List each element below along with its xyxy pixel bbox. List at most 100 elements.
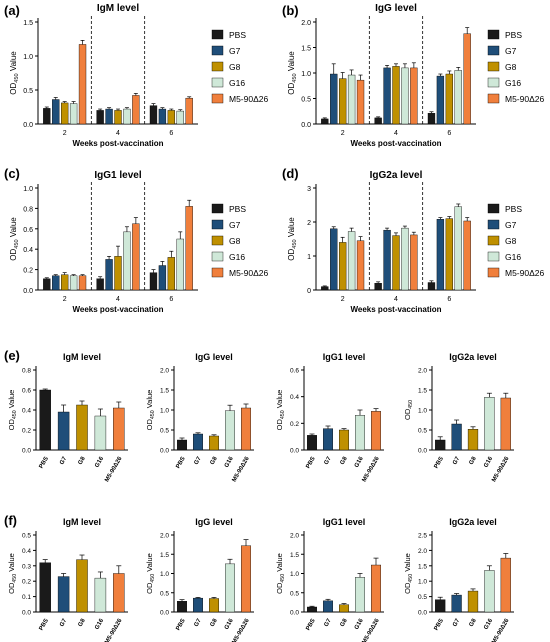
bar xyxy=(307,606,318,613)
bar xyxy=(96,110,104,125)
bar xyxy=(69,275,78,291)
bar xyxy=(57,576,70,613)
legend-label: PBS xyxy=(505,30,522,40)
legend-label: G7 xyxy=(505,46,517,56)
bar xyxy=(176,110,184,125)
y-axis-label: OD450 Value xyxy=(275,390,286,431)
y-tick-label: 0.0 xyxy=(23,288,33,295)
x-tick-label: G16 xyxy=(224,455,235,468)
bar xyxy=(39,389,51,451)
bar xyxy=(401,227,409,291)
y-tick-label: 0.5 xyxy=(160,428,169,435)
y-tick-label: 2.0 xyxy=(418,548,427,555)
x-tick-label: G16 xyxy=(94,617,105,630)
legend-swatch xyxy=(211,77,224,88)
bar xyxy=(323,600,334,613)
bar xyxy=(57,411,70,451)
bar xyxy=(123,108,131,125)
bar xyxy=(39,562,51,613)
y-tick-label: 1.5 xyxy=(301,46,311,53)
bar xyxy=(149,105,158,125)
bar xyxy=(224,563,235,613)
bar xyxy=(52,275,60,291)
bar xyxy=(454,206,462,291)
x-tick-label: G8 xyxy=(210,455,220,466)
y-tick-label: 1.5 xyxy=(418,563,427,570)
bar xyxy=(392,66,400,125)
panel-letter: (a) xyxy=(4,3,20,18)
bar xyxy=(435,439,446,451)
legend-swatch xyxy=(487,61,500,72)
bar xyxy=(185,97,193,125)
x-tick-label: 2 xyxy=(341,130,345,137)
legend-swatch xyxy=(211,251,224,262)
x-axis-label: Weeks post-vaccination xyxy=(73,139,164,148)
x-tick-label: 4 xyxy=(394,296,398,303)
y-tick-label: 0.4 xyxy=(23,247,33,254)
bar xyxy=(321,286,329,291)
chart-title: IgG level xyxy=(375,3,417,14)
bar xyxy=(105,259,113,291)
y-tick-label: 2 xyxy=(307,220,311,227)
bar xyxy=(355,415,366,451)
legend-swatch xyxy=(487,235,500,246)
y-tick-label: 0.2 xyxy=(22,579,31,586)
y-axis-label: OD450 Value xyxy=(7,390,18,431)
bar xyxy=(176,601,187,613)
y-tick-label: 1.0 xyxy=(301,71,311,78)
legend-label: M5-90Δ26 xyxy=(229,94,268,104)
chart-title: IgG1 level xyxy=(94,170,141,181)
legend-label: G7 xyxy=(229,46,241,56)
bar xyxy=(61,102,69,125)
bar xyxy=(374,117,382,125)
y-tick-label: 0.0 xyxy=(301,122,311,129)
y-tick-label: 0.0 xyxy=(418,610,427,617)
legend-label: G16 xyxy=(505,78,521,88)
bar xyxy=(463,220,471,291)
bar xyxy=(392,235,400,291)
bar xyxy=(132,95,140,125)
y-tick-label: 0.2 xyxy=(22,428,31,435)
bar xyxy=(401,67,409,125)
legend-label: M5-90Δ26 xyxy=(505,268,544,278)
bar xyxy=(113,573,125,613)
bar xyxy=(132,223,140,291)
x-tick-label: G7 xyxy=(452,455,462,466)
bar xyxy=(240,407,251,451)
y-tick-label: 1.0 xyxy=(418,579,427,586)
y-tick-label: 0.0 xyxy=(23,122,33,129)
panel-letter: (d) xyxy=(282,166,299,181)
x-axis-label: Weeks post-vaccination xyxy=(351,305,442,314)
y-tick-label: 1.0 xyxy=(290,571,299,578)
bar xyxy=(371,564,382,613)
x-tick-label: PBS xyxy=(175,618,186,632)
bar xyxy=(43,108,51,125)
x-tick-label: 2 xyxy=(63,130,67,137)
x-tick-label: PBS xyxy=(305,618,316,632)
legend-label: G16 xyxy=(229,252,245,262)
y-axis-label: OD450 Value xyxy=(287,51,298,95)
y-tick-label: 1.5 xyxy=(23,20,33,27)
legend-label: PBS xyxy=(229,30,246,40)
legend-label: M5-90Δ26 xyxy=(505,94,544,104)
bar xyxy=(78,275,87,291)
bar xyxy=(436,219,445,291)
bar xyxy=(192,597,203,613)
x-tick-label: 4 xyxy=(394,130,398,137)
x-tick-label: G7 xyxy=(452,617,462,628)
bar xyxy=(330,73,338,125)
y-tick-label: 1.0 xyxy=(418,408,427,415)
x-tick-label: G16 xyxy=(224,617,235,630)
y-tick-label: 2.0 xyxy=(160,533,169,540)
y-tick-label: 2.0 xyxy=(290,533,299,540)
bar xyxy=(43,278,51,291)
legend-label: G16 xyxy=(505,252,521,262)
y-tick-label: 1.5 xyxy=(160,552,169,559)
bar xyxy=(347,74,356,125)
x-tick-label: G8 xyxy=(340,617,350,628)
legend-swatch xyxy=(487,29,500,40)
panel-letter: (f) xyxy=(4,513,17,528)
y-tick-label: 0.8 xyxy=(22,368,31,375)
bar xyxy=(105,108,113,125)
